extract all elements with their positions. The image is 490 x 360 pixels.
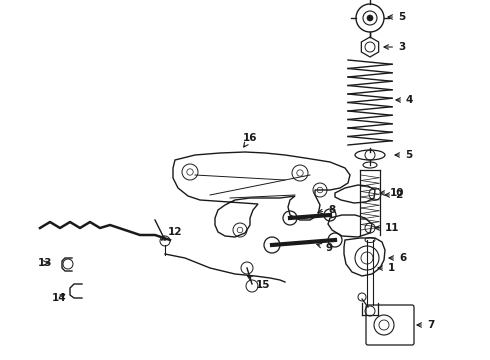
- Text: 1: 1: [378, 263, 395, 273]
- Text: 11: 11: [375, 223, 399, 233]
- Text: 12: 12: [162, 227, 182, 240]
- Text: 5: 5: [388, 12, 405, 22]
- Text: 16: 16: [243, 133, 258, 147]
- Text: 13: 13: [38, 258, 52, 268]
- Text: 8: 8: [318, 205, 335, 215]
- Text: 4: 4: [396, 95, 414, 105]
- Text: 6: 6: [389, 253, 406, 263]
- Text: 5: 5: [395, 150, 412, 160]
- Circle shape: [367, 15, 373, 21]
- Text: 15: 15: [247, 276, 270, 290]
- Text: 3: 3: [384, 42, 405, 52]
- Text: 7: 7: [417, 320, 434, 330]
- Text: 10: 10: [380, 188, 405, 198]
- Text: 9: 9: [317, 243, 332, 253]
- Text: 2: 2: [385, 190, 402, 200]
- Text: 14: 14: [52, 293, 67, 303]
